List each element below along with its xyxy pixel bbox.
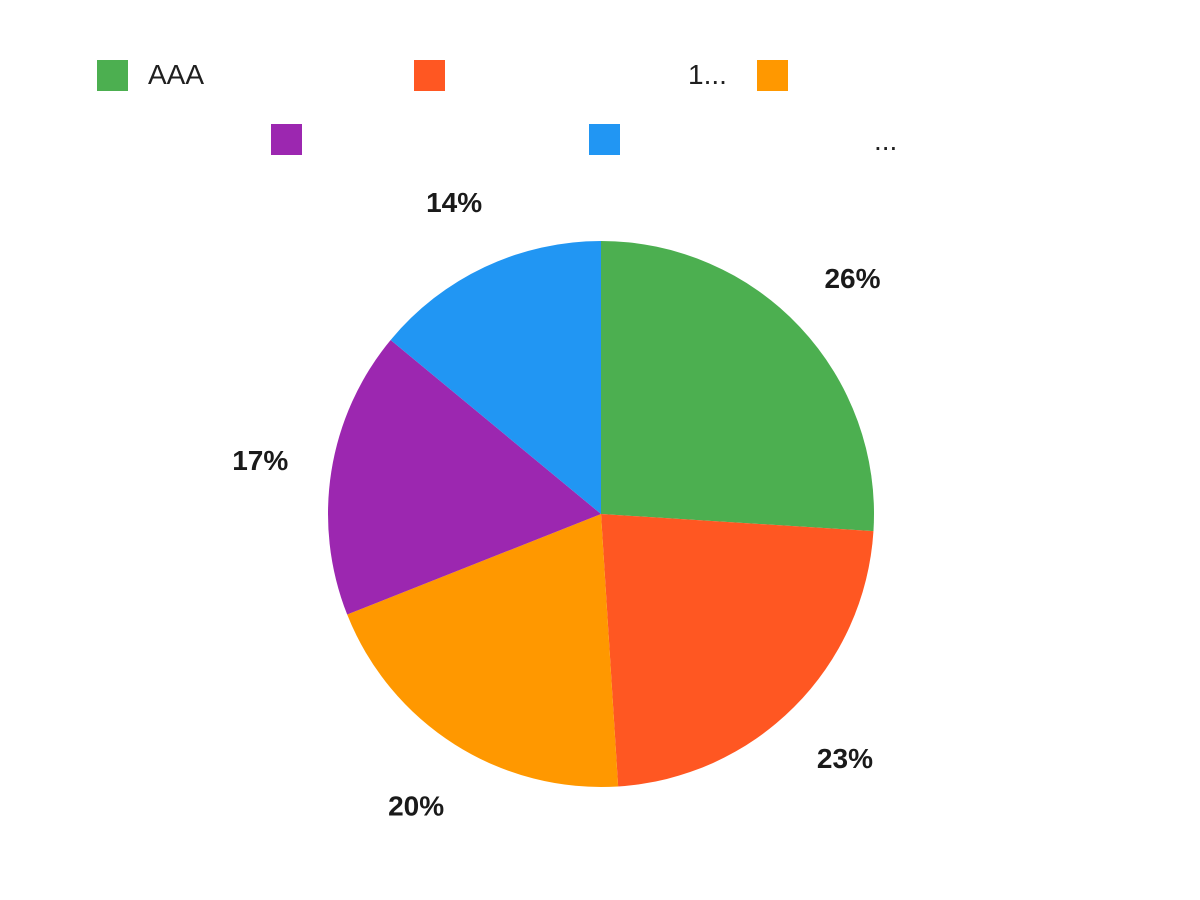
pie-slice-red-orange (601, 514, 874, 787)
slice-percent-label: 20% (388, 790, 444, 821)
pie-slice-green (601, 241, 874, 532)
legend-swatch-orange (757, 60, 788, 91)
pie-slice-blue (390, 241, 601, 514)
legend-swatch-blue (589, 124, 620, 155)
legend-swatch-purple (271, 124, 302, 155)
legend-label-truncated-1: 1... (688, 59, 727, 90)
slice-percent-label: 23% (817, 743, 873, 774)
pie-slice-orange (347, 514, 619, 787)
legend-label-truncated-2: ... (874, 125, 898, 156)
slice-percent-label: 14% (426, 187, 482, 218)
legend-label-aaa: AAA (148, 59, 205, 90)
slice-percent-label: 26% (824, 263, 880, 294)
chart-legend: AAA 1... ... (0, 0, 1200, 190)
slice-percent-label: 17% (232, 445, 288, 476)
pie-slice-purple (327, 339, 601, 615)
legend-swatch-green (97, 60, 128, 91)
legend-swatch-red-orange (414, 60, 445, 91)
